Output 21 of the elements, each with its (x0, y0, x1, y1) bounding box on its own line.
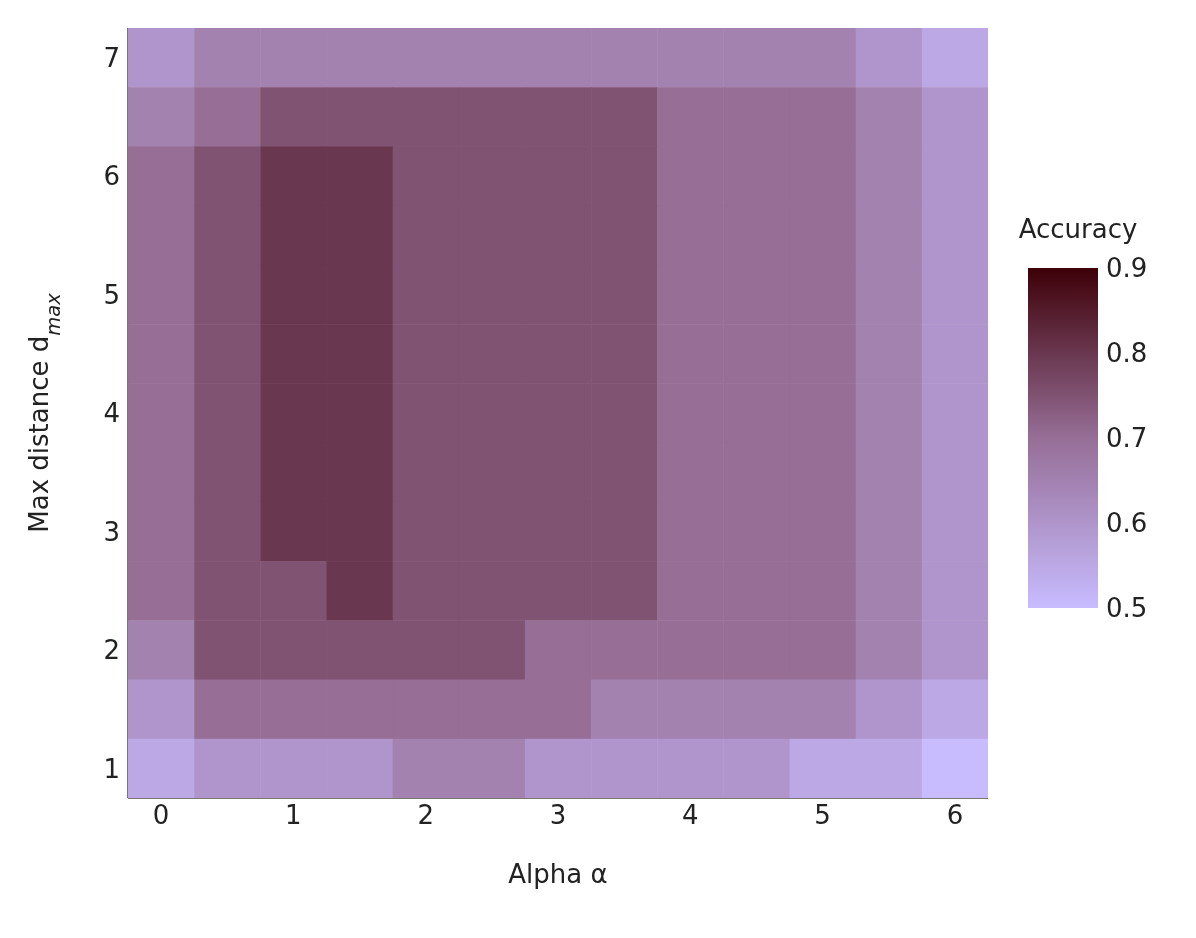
y-tick-label: 5 (103, 279, 120, 310)
y-tick-label: 7 (103, 42, 120, 73)
y-tick-label: 4 (103, 398, 120, 429)
color-bar-label: 0.9 (1106, 253, 1148, 283)
x-tick-label: 5 (814, 800, 831, 831)
color-bar-label: 0.6 (1106, 508, 1148, 538)
color-bar-label: 0.8 (1106, 338, 1148, 368)
color-bar-title: Accuracy (1018, 214, 1138, 244)
x-tick-label: 4 (682, 800, 699, 831)
color-bar-label: 0.5 (1106, 593, 1148, 623)
x-tick-label: 1 (285, 800, 302, 831)
y-tick-label: 3 (103, 516, 120, 547)
x-axis-title: Alpha α (508, 859, 608, 889)
y-tick-label: 6 (103, 161, 120, 192)
x-tick-label: 2 (417, 800, 434, 831)
x-tick-label: 0 (152, 800, 170, 831)
y-tick-label: 1 (103, 753, 120, 784)
color-bar-label: 0.7 (1106, 423, 1148, 453)
y-tick-label: 2 (103, 635, 120, 666)
x-tick-label: 6 (946, 800, 964, 831)
x-tick-label: 3 (549, 800, 567, 831)
